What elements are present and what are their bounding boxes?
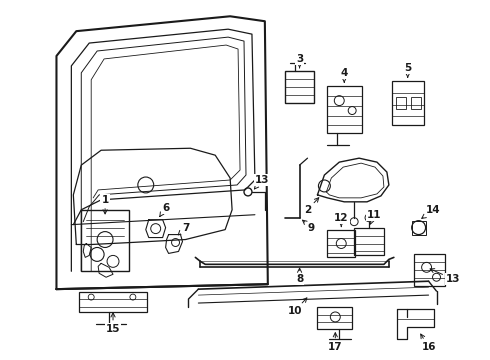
Bar	[327, 230, 355, 257]
Text: 17: 17	[328, 333, 343, 352]
Text: 11: 11	[367, 210, 381, 224]
Bar	[411, 96, 420, 109]
Text: 1: 1	[101, 195, 109, 214]
Text: 7: 7	[178, 222, 189, 235]
Text: 16: 16	[421, 334, 436, 352]
Text: 8: 8	[296, 268, 303, 284]
Bar	[81, 210, 129, 271]
Bar	[354, 228, 384, 255]
Text: 5: 5	[404, 63, 412, 77]
Bar	[79, 292, 147, 312]
Text: 4: 4	[341, 68, 348, 82]
Bar	[327, 86, 362, 133]
Text: 13: 13	[430, 269, 461, 284]
Text: 15: 15	[106, 313, 120, 334]
Bar	[412, 221, 426, 235]
Text: 9: 9	[302, 220, 315, 233]
Text: 3: 3	[296, 54, 303, 68]
Text: 10: 10	[287, 298, 307, 316]
Text: 13: 13	[254, 175, 269, 189]
Text: 2: 2	[304, 198, 319, 215]
Text: 6: 6	[160, 203, 169, 217]
Text: 12: 12	[334, 213, 348, 226]
Bar	[318, 307, 352, 329]
Bar	[285, 71, 315, 103]
Bar	[414, 255, 445, 286]
Text: 14: 14	[422, 205, 441, 219]
Bar	[392, 81, 424, 125]
Bar	[396, 96, 406, 109]
